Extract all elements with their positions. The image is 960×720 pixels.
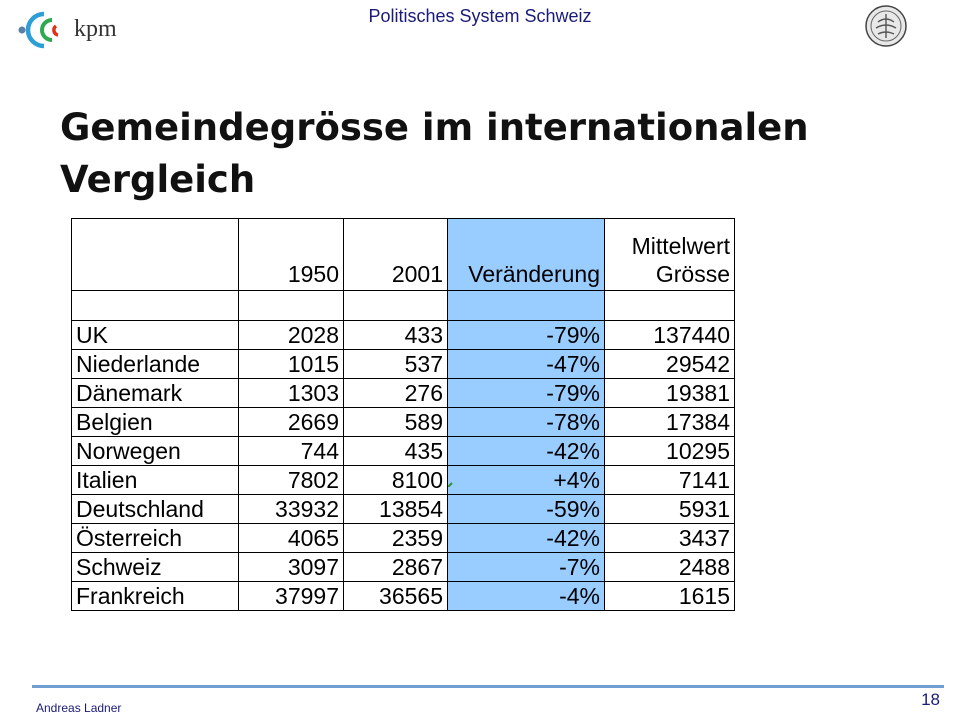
cell-country: Belgien [71, 407, 239, 437]
cell-change: -42% [447, 436, 605, 466]
cell-country: Niederlande [71, 349, 239, 379]
blank-cell [447, 290, 605, 321]
header-cell-country [71, 218, 239, 291]
cell-2001: 433 [343, 320, 448, 350]
cell-2001: 276 [343, 378, 448, 408]
table-row: UK 2028 433 -79% 137440 [71, 320, 735, 350]
cell-mean-size: 137440 [604, 320, 735, 350]
cell-1950: 744 [238, 436, 344, 466]
table-row: Niederlande 1015 537 -47% 29542 [71, 349, 735, 379]
cell-2001: 13854 [343, 494, 448, 524]
cell-mean-size: 2488 [604, 552, 735, 582]
cell-1950: 3097 [238, 552, 344, 582]
municipality-size-table: 1950 2001 Veränderung Mittelwert Grösse … [71, 218, 735, 611]
cell-2001: 2359 [343, 523, 448, 553]
page-number: 18 [921, 690, 940, 709]
table-blank-row [71, 290, 735, 321]
header-cell-change: Veränderung [447, 218, 605, 291]
cell-2001: 2867 [343, 552, 448, 582]
cell-country: Deutschland [71, 494, 239, 524]
cell-1950: 7802 [238, 465, 344, 495]
cell-1950: 1015 [238, 349, 344, 379]
presentation-title: Politisches System Schweiz [368, 6, 592, 26]
slide-title-line1: Gemeindegrösse im internationalen [60, 106, 809, 149]
cell-country: Österreich [71, 523, 239, 553]
logo-dot-icon [18, 26, 26, 34]
cell-mean-size: 19381 [604, 378, 735, 408]
table-row: Belgien 2669 589 -78% 17384 [71, 407, 735, 437]
cell-mean-size: 1615 [604, 581, 735, 611]
blank-cell [343, 290, 448, 321]
cell-change: -7% [447, 552, 605, 582]
cell-mean-size: 7141 [604, 465, 735, 495]
cell-change: -59% [447, 494, 605, 524]
cell-change: -47% [447, 349, 605, 379]
footer-divider [32, 685, 944, 688]
cell-1950: 2669 [238, 407, 344, 437]
cell-1950: 4065 [238, 523, 344, 553]
cell-2001: 8100 [343, 465, 448, 495]
header-cell-2001: 2001 [343, 218, 448, 291]
cell-change: -4% [447, 581, 605, 611]
cell-1950: 37997 [238, 581, 344, 611]
table-row: Italien 7802 8100 +4% 7141 [71, 465, 735, 495]
cell-change: -42% [447, 523, 605, 553]
table-header-row: 1950 2001 Veränderung Mittelwert Grösse [71, 218, 735, 291]
table-row: Dänemark 1303 276 -79% 19381 [71, 378, 735, 408]
table-row: Norwegen 744 435 -42% 10295 [71, 436, 735, 466]
cell-country: Norwegen [71, 436, 239, 466]
table-row: Österreich 4065 2359 -42% 3437 [71, 523, 735, 553]
cell-mean-size: 29542 [604, 349, 735, 379]
cell-1950: 2028 [238, 320, 344, 350]
cell-change: +4% [447, 465, 605, 495]
header-mean-line1: Mittelwert [631, 233, 730, 259]
cell-country: Schweiz [71, 552, 239, 582]
cell-change: -78% [447, 407, 605, 437]
cell-1950: 1303 [238, 378, 344, 408]
table-row: Frankreich 37997 36565 -4% 1615 [71, 581, 735, 611]
cell-2001: 36565 [343, 581, 448, 611]
cell-mean-size: 3437 [604, 523, 735, 553]
header-cell-1950: 1950 [238, 218, 344, 291]
cell-country: Dänemark [71, 378, 239, 408]
blank-cell [604, 290, 735, 321]
header-mean-line2: Grösse [655, 261, 730, 287]
cell-2001: 435 [343, 436, 448, 466]
cell-country: Italien [71, 465, 239, 495]
cell-mean-size: 5931 [604, 494, 735, 524]
cell-country: UK [71, 320, 239, 350]
cell-country: Frankreich [71, 581, 239, 611]
svg-text:kpm: kpm [74, 16, 117, 42]
blank-cell [238, 290, 344, 321]
cell-mean-size: 17384 [604, 407, 735, 437]
kpm-logo: kpm [18, 6, 158, 50]
table-row: Deutschland 33932 13854 -59% 5931 [71, 494, 735, 524]
blank-cell [71, 290, 239, 321]
cell-1950: 33932 [238, 494, 344, 524]
slide-title-line2: Vergleich [60, 158, 256, 201]
header-cell-mean-size: Mittelwert Grösse [604, 218, 735, 291]
cell-change: -79% [447, 320, 605, 350]
cell-change: -79% [447, 378, 605, 408]
table-row: Schweiz 3097 2867 -7% 2488 [71, 552, 735, 582]
footer-author: Andreas Ladner [36, 701, 122, 715]
cell-comment-marker-icon [447, 474, 454, 488]
cell-mean-size: 10295 [604, 436, 735, 466]
university-seal-icon [864, 4, 908, 48]
slide-title: Gemeindegrösse im internationalen Vergle… [60, 102, 860, 206]
cell-2001: 537 [343, 349, 448, 379]
cell-2001: 589 [343, 407, 448, 437]
